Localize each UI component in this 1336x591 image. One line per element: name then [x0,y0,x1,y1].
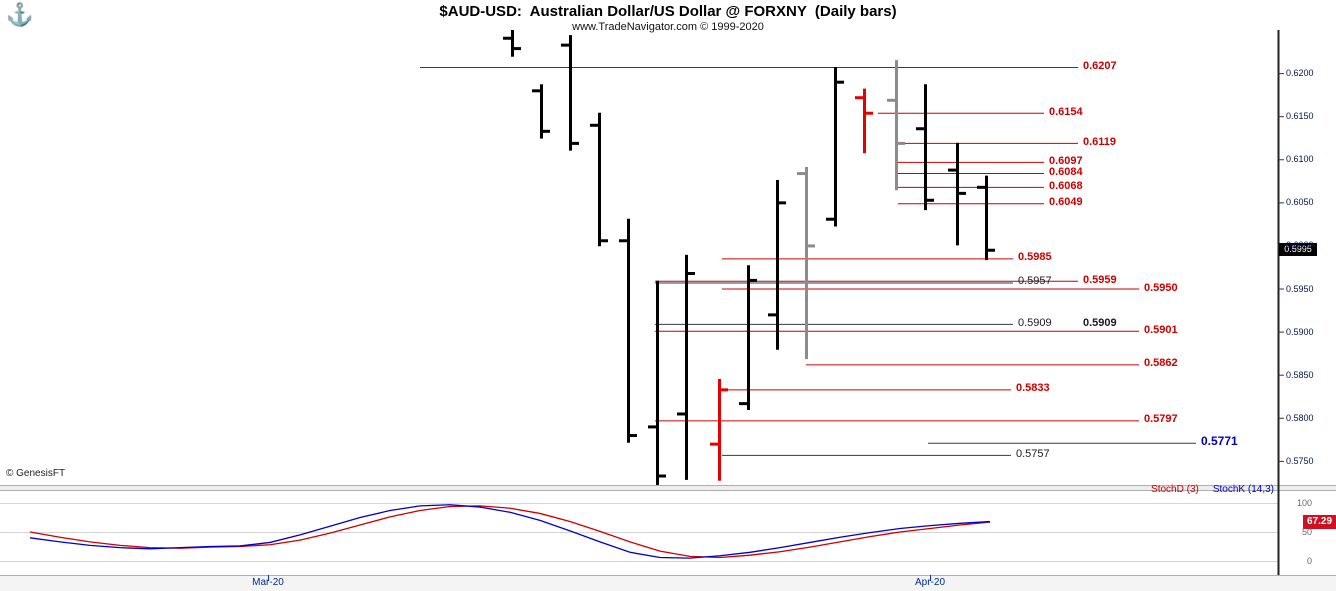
price-axis-label: 0.6000 [1286,240,1314,251]
stochd-legend[interactable]: StochD (3) [1151,484,1199,495]
price-level-label: 0.5909 [1083,316,1117,329]
x-axis-label: Mar-20 [252,577,284,588]
genesis-watermark: © GenesisFT [6,468,66,479]
price-level-label: 0.6207 [1083,60,1117,73]
price-level-label: 0.5862 [1144,357,1178,370]
price-level-label: 0.6049 [1049,196,1083,209]
stoch-scale-label: 100 [1296,498,1312,508]
price-level-label: 0.6068 [1049,179,1083,192]
price-axis-label: 0.5850 [1286,369,1314,380]
stoch-scale-label: 50 [1301,527,1312,537]
price-level-label: 0.6084 [1049,166,1083,179]
price-axis-label: 0.6150 [1286,111,1314,122]
price-level-label: 0.5833 [1016,382,1050,395]
price-axis-label: 0.5950 [1286,283,1314,294]
chart-subtitle: www.TradeNavigator.com © 1999-2020 [572,21,764,33]
stoch-legend: StochD (3) StochK (14,3) [1137,484,1274,495]
price-level-label: 0.5901 [1144,323,1178,336]
price-axis-label: 0.5750 [1286,455,1314,466]
price-level-label: 0.5957 [1018,275,1052,288]
price-axis-label: 0.6100 [1286,154,1314,165]
price-level-label: 0.6154 [1049,105,1083,118]
price-level-label: 0.5909 [1018,316,1052,329]
stoch-scale-label: 0 [1306,556,1312,566]
price-level-label: 0.5959 [1083,273,1117,286]
chart-title: $AUD-USD: Australian Dollar/US Dollar @ … [439,3,897,20]
current-price-badge: 0.5995 [1279,243,1317,257]
price-level-label: 0.5797 [1144,413,1178,426]
price-level-label: 0.5985 [1018,251,1052,264]
price-level-label: 0.6119 [1083,135,1117,148]
stochk-legend[interactable]: StochK (14,3) [1212,484,1274,495]
price-level-label: 0.5771 [1201,434,1238,449]
price-axis-label: 0.6200 [1286,68,1314,79]
price-axis-label: 0.5900 [1286,326,1314,337]
x-axis-label: Apr-20 [914,577,945,588]
price-level-label: 0.6097 [1049,154,1083,167]
price-level-label: 0.5757 [1016,447,1050,460]
anchor-icon: ⚓ [6,2,34,27]
price-axis-label: 0.6050 [1286,197,1314,208]
stoch-value-badge: 67.29 [1303,514,1336,529]
price-level-label: 0.5950 [1144,281,1178,294]
price-axis-label: 0.5800 [1286,412,1314,423]
